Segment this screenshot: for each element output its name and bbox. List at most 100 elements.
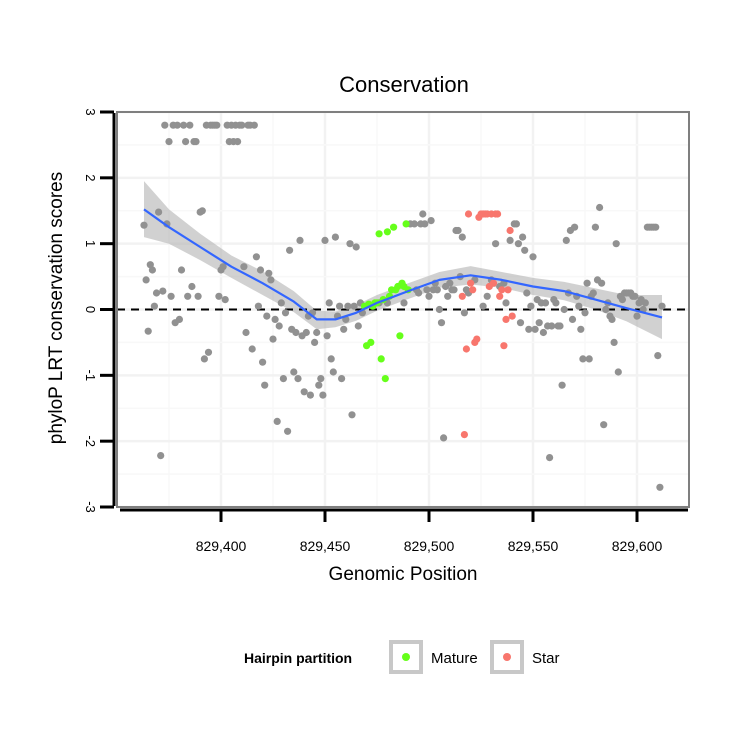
x-tick-label: 829,600 bbox=[612, 538, 663, 554]
data-point bbox=[633, 312, 641, 320]
data-point bbox=[352, 243, 360, 251]
data-point bbox=[296, 236, 304, 244]
data-point bbox=[506, 226, 514, 235]
data-point bbox=[444, 292, 452, 300]
data-point bbox=[311, 338, 319, 346]
data-point bbox=[421, 220, 429, 228]
data-point bbox=[290, 368, 298, 376]
data-point bbox=[221, 296, 229, 304]
data-point bbox=[256, 266, 265, 274]
data-point bbox=[265, 269, 273, 277]
x-tick-label: 829,550 bbox=[508, 538, 559, 554]
data-point bbox=[523, 289, 531, 297]
data-point bbox=[180, 121, 188, 129]
data-point bbox=[500, 342, 508, 350]
data-point bbox=[383, 228, 391, 236]
data-point bbox=[321, 236, 329, 244]
data-point bbox=[460, 431, 468, 439]
data-point bbox=[377, 355, 385, 363]
data-point bbox=[433, 286, 441, 294]
data-point bbox=[508, 312, 516, 320]
data-point bbox=[467, 279, 475, 287]
data-point bbox=[381, 375, 389, 383]
data-point bbox=[473, 335, 481, 343]
data-point bbox=[460, 309, 468, 317]
data-point bbox=[277, 299, 285, 307]
data-point bbox=[152, 289, 161, 297]
y-tick-label: 2 bbox=[83, 174, 98, 181]
data-point bbox=[390, 223, 398, 231]
data-point bbox=[281, 309, 290, 317]
data-point bbox=[450, 286, 458, 294]
data-point bbox=[323, 332, 331, 340]
data-point bbox=[271, 315, 279, 323]
data-point bbox=[546, 454, 554, 462]
x-axis: 829,400 829,450 829,500 829,550 829,600 bbox=[120, 508, 688, 554]
data-point bbox=[556, 322, 564, 330]
legend-swatch-mature bbox=[402, 653, 410, 661]
data-point bbox=[254, 302, 262, 310]
data-point bbox=[539, 328, 548, 337]
legend-label-star: Star bbox=[532, 650, 560, 667]
data-point bbox=[410, 220, 418, 228]
data-point bbox=[194, 292, 202, 300]
data-point bbox=[612, 240, 620, 248]
data-point bbox=[437, 319, 446, 327]
data-point bbox=[560, 305, 568, 314]
data-point bbox=[259, 358, 267, 366]
data-point bbox=[219, 263, 227, 271]
y-tick-label: -3 bbox=[83, 501, 98, 513]
y-axis: -3 -2 -1 0 1 2 3 bbox=[83, 108, 116, 513]
data-point bbox=[519, 233, 527, 241]
chart-title: Conservation bbox=[339, 72, 469, 97]
data-point bbox=[300, 388, 308, 396]
data-point bbox=[502, 315, 510, 323]
data-point bbox=[464, 210, 473, 218]
data-point bbox=[579, 355, 587, 363]
legend-key-star bbox=[490, 640, 524, 674]
data-point bbox=[548, 322, 556, 330]
data-point bbox=[275, 322, 283, 330]
data-point bbox=[155, 208, 163, 216]
y-tick-label: -2 bbox=[83, 435, 98, 447]
data-point bbox=[331, 233, 339, 241]
data-point bbox=[325, 299, 333, 307]
data-point bbox=[215, 292, 223, 300]
data-point bbox=[483, 292, 491, 300]
data-point bbox=[238, 121, 246, 129]
data-point bbox=[458, 292, 466, 300]
data-point bbox=[346, 240, 354, 248]
x-tick-label: 829,450 bbox=[300, 538, 351, 554]
data-point bbox=[423, 286, 431, 294]
data-point bbox=[184, 292, 192, 300]
data-point bbox=[525, 325, 533, 333]
data-point bbox=[142, 276, 150, 284]
smooth-fit bbox=[143, 208, 663, 321]
data-point bbox=[529, 253, 537, 261]
data-point bbox=[306, 391, 314, 399]
legend-item-mature: Mature bbox=[389, 640, 478, 674]
data-point bbox=[541, 299, 550, 307]
data-point bbox=[652, 223, 660, 231]
data-point bbox=[177, 266, 186, 274]
data-point bbox=[598, 279, 606, 287]
data-point bbox=[600, 421, 608, 429]
data-point bbox=[469, 286, 477, 294]
data-point bbox=[150, 302, 158, 310]
series-star bbox=[458, 210, 516, 439]
data-point bbox=[641, 299, 649, 307]
data-point bbox=[336, 302, 344, 310]
data-point bbox=[506, 236, 514, 244]
data-point bbox=[302, 328, 310, 337]
data-point bbox=[562, 236, 570, 244]
data-point bbox=[161, 121, 169, 129]
data-point bbox=[242, 328, 250, 337]
data-point bbox=[144, 327, 152, 335]
data-point bbox=[610, 338, 618, 346]
data-point bbox=[575, 302, 583, 310]
data-point bbox=[269, 335, 277, 343]
series-mature bbox=[360, 220, 412, 383]
legend-title: Hairpin partition bbox=[244, 650, 352, 666]
data-point bbox=[348, 411, 356, 419]
